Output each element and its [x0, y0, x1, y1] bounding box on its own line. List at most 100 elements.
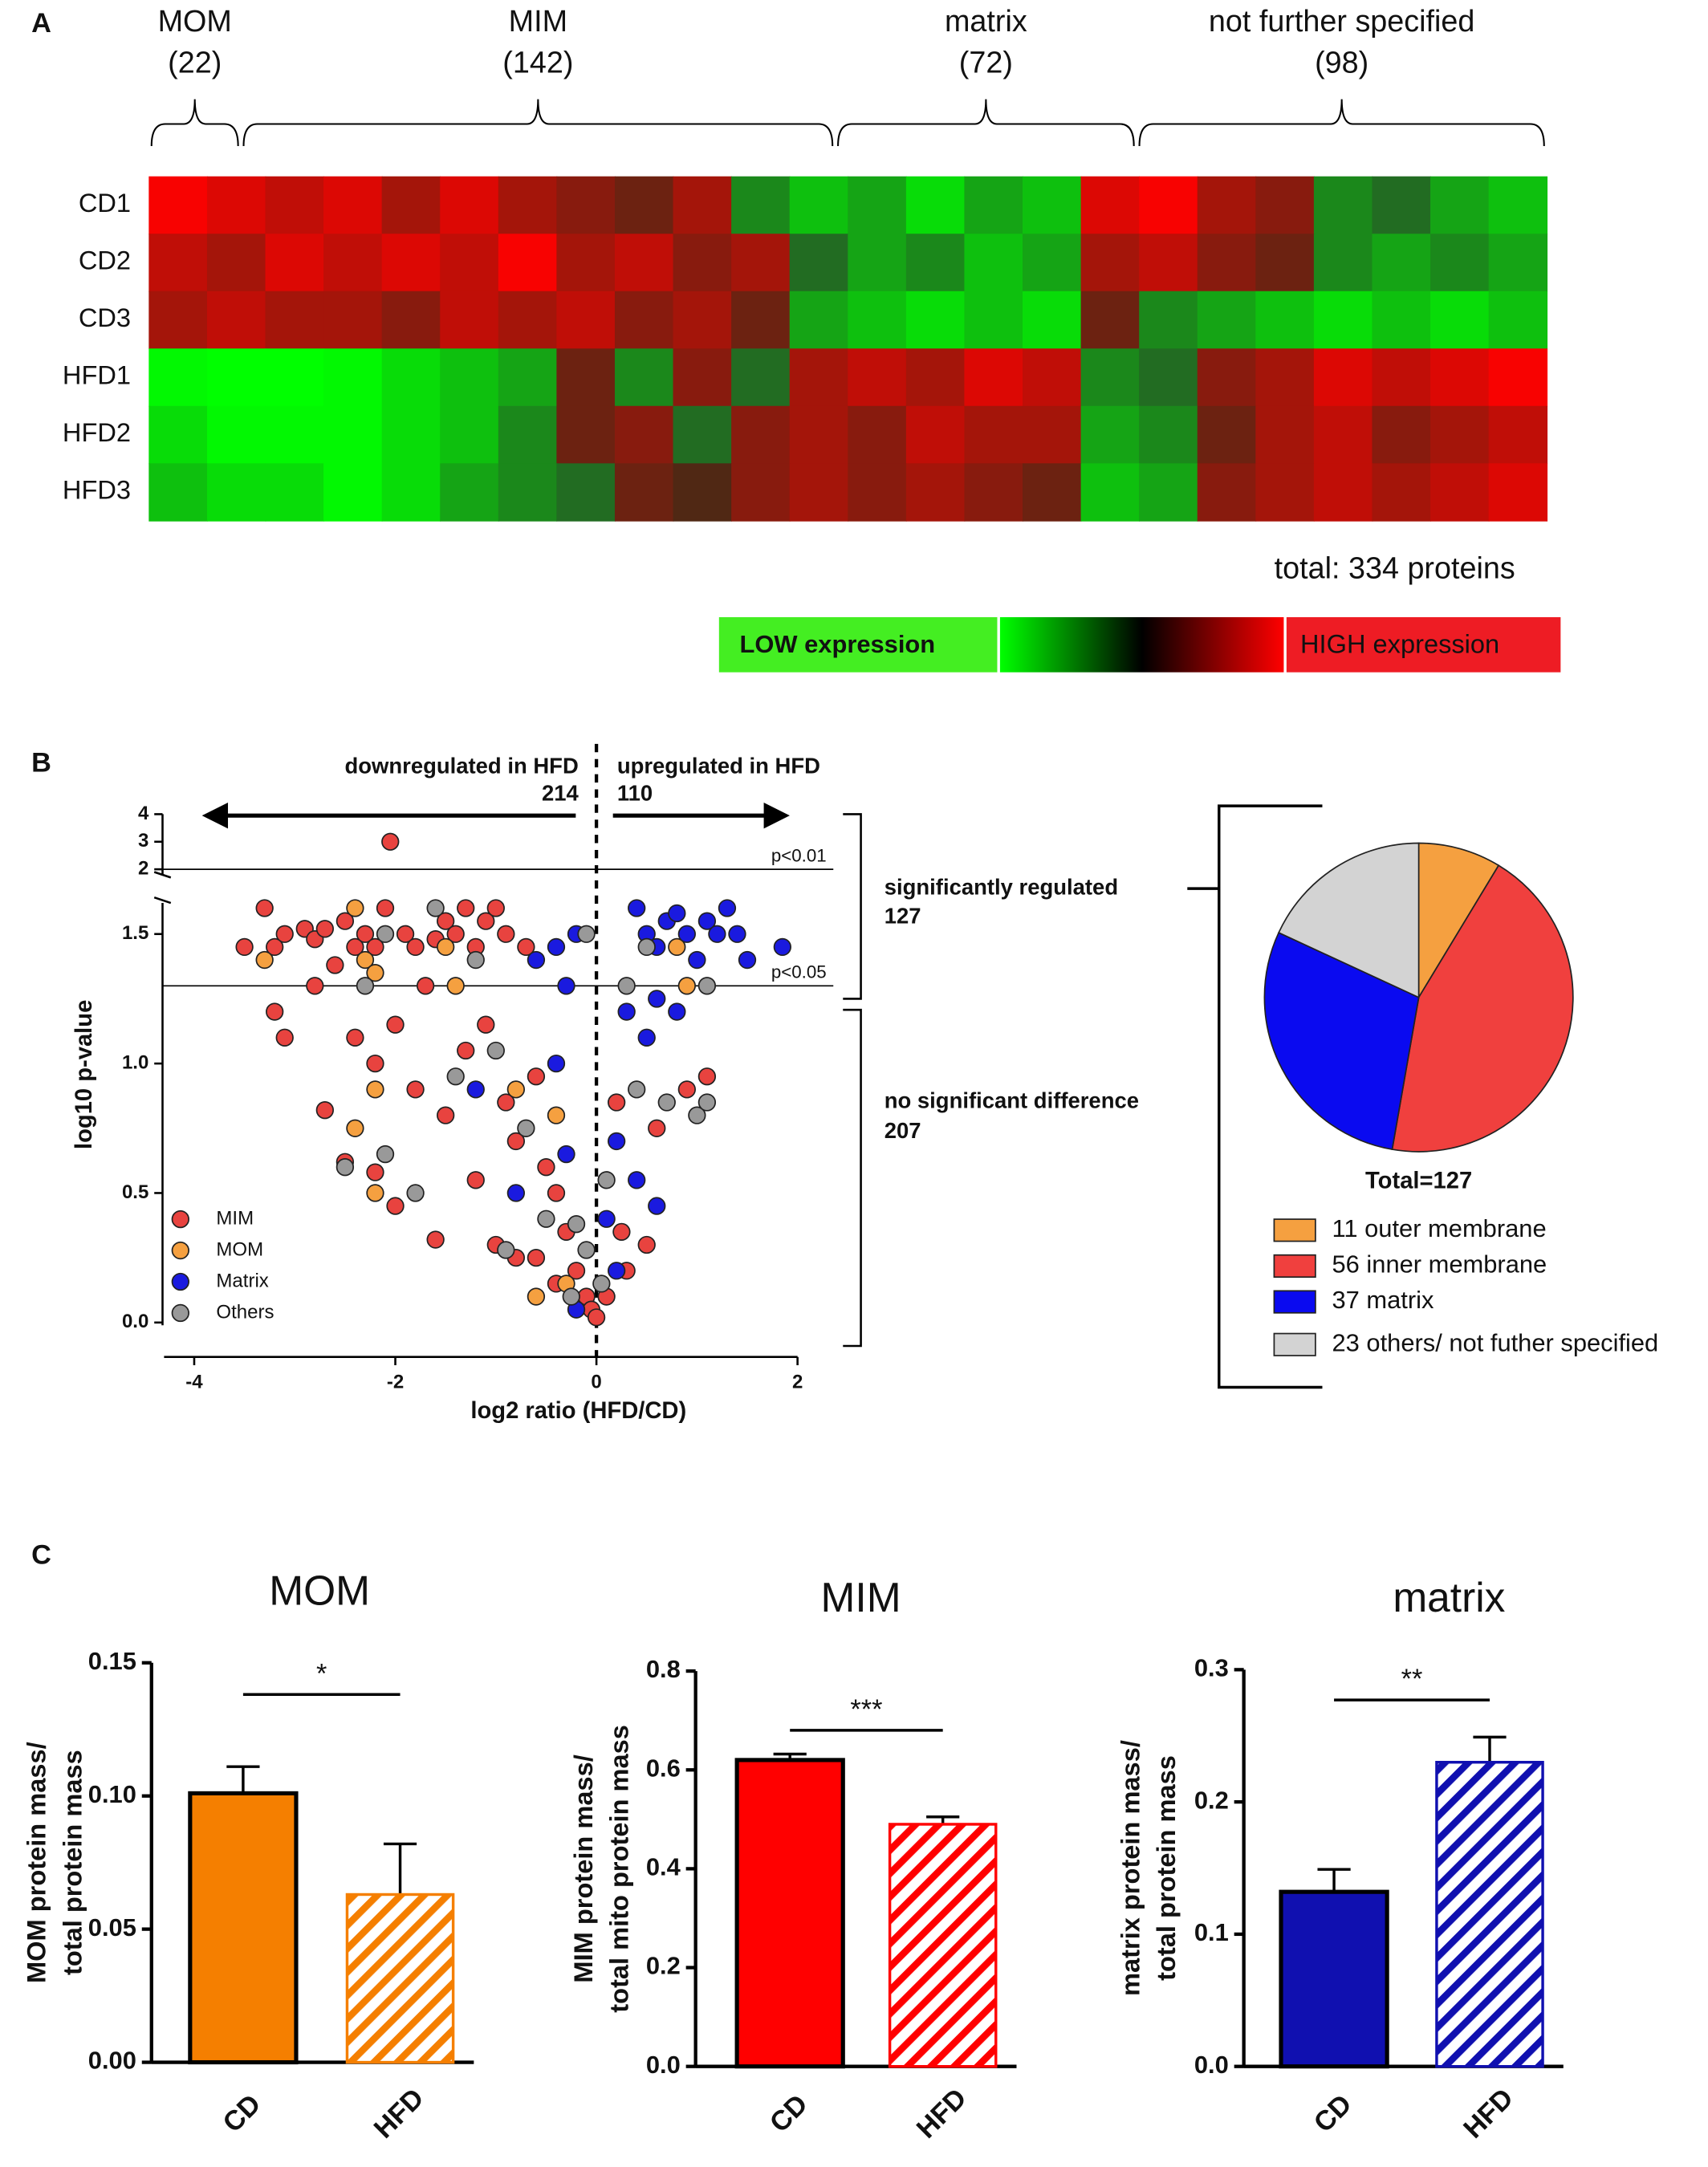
heat-cell	[323, 463, 383, 522]
y-tick-label: 3	[138, 830, 148, 852]
heat-cell	[731, 405, 791, 465]
chart-title: matrix	[1393, 1574, 1505, 1620]
legend-label: Others	[216, 1301, 274, 1323]
point	[437, 937, 455, 957]
point	[426, 899, 445, 917]
point	[366, 1184, 384, 1202]
point	[738, 950, 757, 970]
point	[506, 1080, 526, 1099]
heat-cell	[498, 405, 558, 465]
heat-cell	[1139, 405, 1198, 465]
heat-cell	[556, 176, 616, 235]
heat-cell	[964, 234, 1023, 292]
heat-cell	[1255, 234, 1315, 292]
heat-cell	[440, 291, 499, 350]
point	[607, 1093, 626, 1112]
point	[677, 1080, 696, 1099]
point	[486, 1041, 505, 1060]
annotation: 207	[885, 1118, 921, 1143]
rule	[153, 871, 172, 879]
legend-marker	[171, 1210, 189, 1229]
x-tick-label: CD	[218, 2088, 267, 2138]
y-axis-label: MOM protein mass/	[22, 1742, 51, 1983]
point	[648, 990, 666, 1008]
heat-cell	[905, 234, 966, 292]
point	[577, 925, 596, 943]
heat-cell	[905, 405, 966, 465]
heat-cell	[498, 176, 558, 235]
heat-cell	[1255, 463, 1315, 522]
heat-cell	[1080, 234, 1141, 292]
point	[517, 1119, 535, 1137]
heat-cell	[556, 463, 616, 522]
point	[547, 1054, 566, 1073]
heat-cell	[1372, 463, 1431, 522]
chart-title: MIM	[821, 1574, 901, 1620]
heat-cell	[1488, 348, 1548, 407]
heat-cell	[265, 348, 324, 407]
heat-cell	[1430, 234, 1490, 292]
y-axis-label: total mito protein mass	[604, 1725, 634, 2013]
point	[356, 925, 375, 943]
point	[497, 1093, 515, 1112]
legend-swatch	[1273, 1254, 1316, 1279]
annotation: significantly regulated	[885, 874, 1118, 899]
heat-cell	[905, 348, 966, 407]
row-label: HFD1	[63, 360, 131, 390]
heat-cell	[673, 291, 732, 350]
x-axis-label: log2 ratio (HFD/CD)	[470, 1398, 686, 1424]
x-tick-label: -2	[387, 1372, 404, 1393]
y-tick-label: 0.0	[646, 2051, 681, 2079]
heat-cell	[440, 234, 499, 292]
point	[506, 1132, 526, 1151]
heat-cell	[1430, 463, 1490, 522]
group-count: (22)	[168, 46, 222, 79]
heat-cell	[440, 176, 499, 235]
heat-cell	[265, 291, 324, 350]
point	[517, 937, 535, 957]
point	[668, 904, 686, 923]
heat-cell	[1488, 405, 1548, 465]
point	[457, 1041, 475, 1060]
heat-cell	[381, 176, 441, 235]
heat-cell	[498, 234, 558, 292]
point	[486, 899, 505, 917]
point	[773, 937, 792, 957]
point	[437, 1106, 455, 1124]
heat-cell	[789, 405, 849, 465]
point	[406, 1080, 425, 1099]
bar	[734, 1758, 845, 2069]
heat-cell	[1372, 291, 1431, 350]
heat-cell	[1197, 348, 1257, 407]
point	[406, 1184, 425, 1202]
y-axis-label: total protein mass	[57, 1750, 87, 1975]
heat-cell	[848, 348, 907, 407]
legend-swatch	[1273, 1290, 1316, 1314]
legend-label: MOM	[216, 1238, 263, 1260]
row-label: CD1	[79, 188, 131, 218]
point	[648, 1119, 666, 1137]
point	[537, 1210, 555, 1228]
point	[275, 1028, 294, 1047]
point	[708, 925, 726, 943]
y-tick-label: 4	[138, 803, 149, 824]
heat-cell	[673, 234, 732, 292]
point	[235, 937, 254, 957]
point	[255, 899, 274, 917]
point	[637, 1028, 656, 1047]
x-tick-label: HFD	[1458, 2083, 1519, 2145]
heat-cell	[1313, 348, 1373, 407]
pie-slice	[1417, 842, 1500, 1000]
group-label: matrix	[945, 4, 1027, 38]
heat-cell	[323, 405, 383, 465]
heat-cell	[1313, 405, 1373, 465]
heat-cell	[614, 463, 674, 522]
point	[547, 1106, 566, 1124]
heat-cell	[614, 405, 674, 465]
heat-cell	[731, 291, 791, 350]
heat-cell	[1313, 463, 1373, 522]
heat-cell	[848, 234, 907, 292]
point	[366, 1163, 384, 1181]
pie-slice	[1263, 931, 1420, 1151]
point	[688, 1106, 706, 1124]
